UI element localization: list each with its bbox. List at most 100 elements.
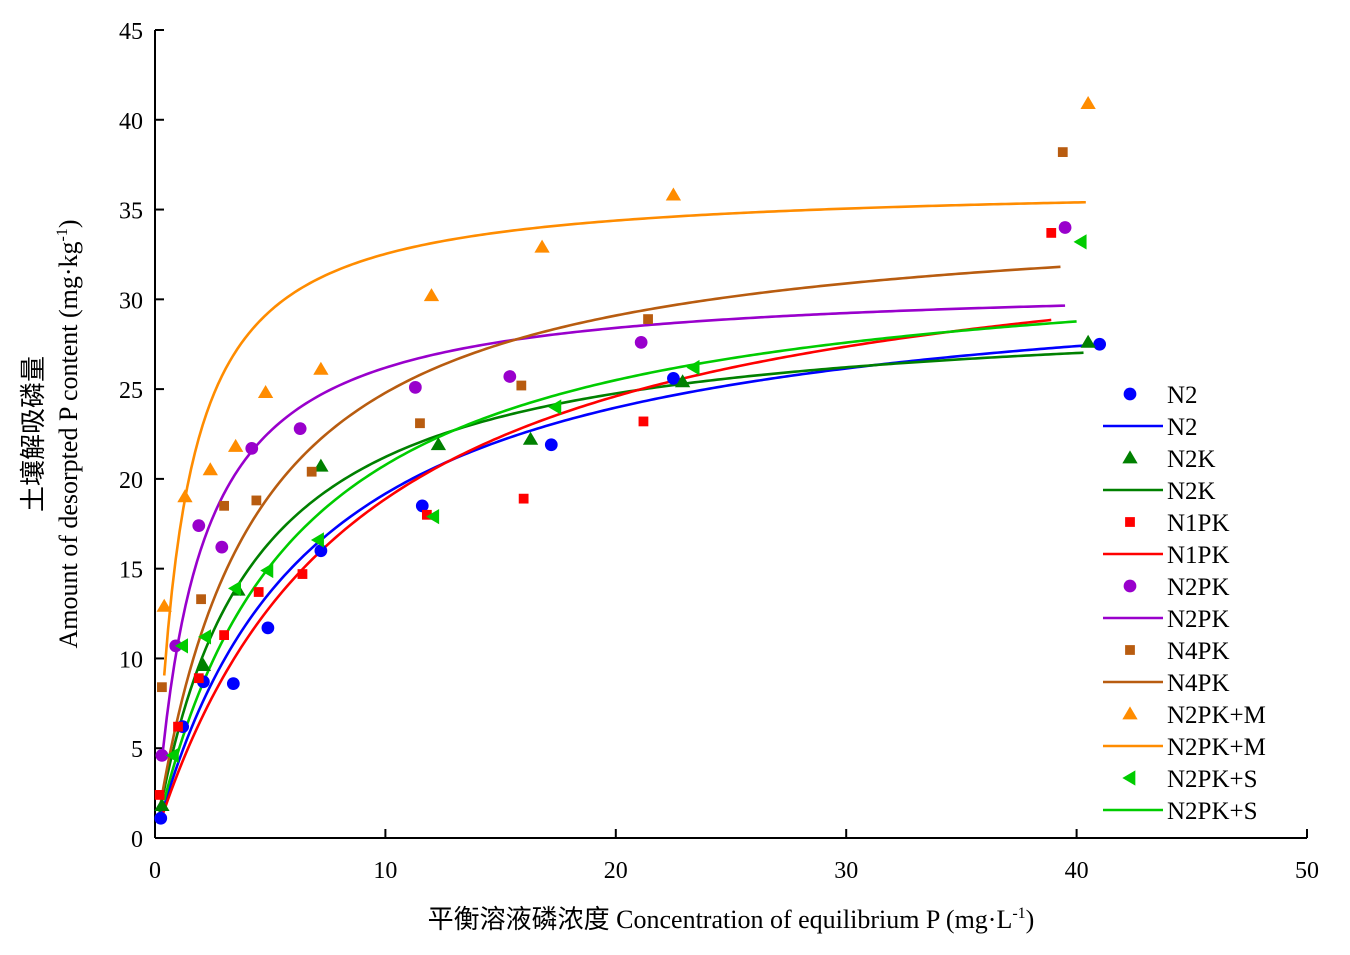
point-n2 <box>154 811 168 825</box>
point-n2k <box>522 431 539 445</box>
point-n1pk <box>421 509 432 520</box>
point-n4pk <box>219 500 230 511</box>
fit-line-n2k <box>158 351 1084 813</box>
legend-fit-label-n4pk: N4PK <box>1167 670 1230 697</box>
legend-marker-n1pk <box>1125 517 1135 527</box>
point-n2pk <box>293 422 307 435</box>
point-n1pk <box>219 630 230 640</box>
point-n2pk-s <box>260 562 274 579</box>
legend-marker-n2pk-m <box>1122 706 1138 720</box>
point-n4pk <box>415 418 425 429</box>
point-n1pk <box>193 673 204 684</box>
point-n2pk-m <box>534 239 550 253</box>
point-n2pk-m <box>202 462 218 476</box>
legend-marker-n2pk <box>1123 579 1137 593</box>
point-n4pk <box>196 594 206 605</box>
point-n2 <box>261 621 275 635</box>
y-tick-label: 40 <box>119 109 143 135</box>
point-n2pk-m <box>257 385 274 399</box>
legend-label-n4pk: N4PK <box>1167 638 1230 665</box>
legend-fit-label-n2pk-m: N2PK+M <box>1167 734 1266 761</box>
point-n4pk <box>1057 147 1068 157</box>
point-n2 <box>314 544 328 558</box>
y-axis-title-cn: 土壤解吸磷量 <box>19 356 48 512</box>
point-n1pk <box>638 416 649 427</box>
point-n1pk <box>253 587 264 597</box>
x-tick-label: 0 <box>149 858 161 884</box>
point-n2pk-m <box>227 438 244 452</box>
point-n2pk <box>634 336 648 349</box>
point-n2pk-m <box>156 598 172 612</box>
y-tick-label: 45 <box>119 19 143 45</box>
point-n2pk-s <box>310 532 324 548</box>
legend-fit-label-n1pk: N1PK <box>1167 542 1230 569</box>
point-n2pk-s <box>548 399 562 415</box>
x-axis-title: 平衡溶液磷浓度 Concentration of equilibrium P (… <box>428 905 1035 934</box>
legend: N2 N2 N2K N2K N1PK N1PK N2PK N2PK N4PK N4PK N2PK+M… <box>1103 382 1266 825</box>
legend-label-n2: N2 <box>1167 382 1198 409</box>
legend-label-n2k: N2K <box>1167 446 1216 473</box>
point-n4pk <box>251 495 262 506</box>
legend-fit-label-n2k: N2K <box>1167 478 1216 505</box>
point-n1pk <box>518 493 529 504</box>
point-n2pk-m <box>313 361 329 375</box>
legend-fit-label-n2pk: N2PK <box>1167 606 1230 633</box>
x-tick-label: 10 <box>373 858 397 884</box>
legend-marker-n2 <box>1123 387 1137 401</box>
legend-marker-n2k <box>1122 450 1138 464</box>
x-tick-label: 20 <box>604 858 628 884</box>
fit-line-n2pk <box>161 304 1066 750</box>
point-n2pk <box>503 370 517 383</box>
y-axis-title: Amount of desorpted P content (mg·kg-1) <box>54 219 83 648</box>
point-n4pk <box>643 314 653 324</box>
y-tick-label: 5 <box>131 737 143 763</box>
y-tick-label: 35 <box>119 199 143 225</box>
point-n2pk <box>408 380 422 394</box>
point-n2 <box>667 371 680 385</box>
point-n2pk-s <box>227 580 241 597</box>
point-n2k <box>430 437 447 451</box>
x-tick-label: 40 <box>1065 858 1089 884</box>
point-n2pk <box>215 540 229 554</box>
axes: 0 10 20 30 40 50 0 5 10 15 20 25 30 35 40 45 <box>119 19 1319 884</box>
axis-titles: 平衡溶液磷浓度 Concentration of equilibrium P (… <box>19 219 1034 934</box>
point-n4pk <box>516 380 527 391</box>
legend-fit-label-n2pk-s: N2PK+S <box>1167 798 1258 825</box>
point-n2pk <box>155 749 169 762</box>
legend-label-n2pk-m: N2PK+M <box>1167 702 1266 729</box>
point-n2pk-m <box>177 489 193 503</box>
y-tick-label: 15 <box>119 558 143 584</box>
point-n2pk <box>1058 221 1072 234</box>
point-n2k <box>195 657 212 671</box>
fit-line-n1pk <box>158 318 1052 825</box>
point-n2k <box>154 798 170 812</box>
point-n2pk <box>192 519 206 532</box>
point-n2pk-s <box>426 508 440 525</box>
point-n2 <box>1093 337 1107 351</box>
point-n2pk-m <box>423 288 440 302</box>
point-n2pk-s <box>686 359 700 376</box>
y-tick-label: 25 <box>119 378 143 404</box>
fit-curves <box>158 200 1096 825</box>
fit-line-n4pk <box>158 265 1061 810</box>
x-tick-label: 30 <box>834 858 858 884</box>
point-n2pk-m <box>1080 95 1096 109</box>
point-n1pk <box>154 790 165 800</box>
point-n1pk <box>1046 228 1057 238</box>
fit-line-n2pk-m <box>162 200 1086 676</box>
point-n2pk-s <box>174 638 189 654</box>
point-n2 <box>544 438 558 452</box>
point-n2k <box>313 458 329 472</box>
data-points <box>154 95 1107 825</box>
fit-line-n2 <box>158 343 1096 822</box>
point-n4pk <box>306 466 317 477</box>
legend-label-n2pk-s: N2PK+S <box>1167 766 1258 793</box>
fit-line-n2pk-s <box>162 320 1077 801</box>
point-n2 <box>226 677 240 690</box>
legend-label-n2pk: N2PK <box>1167 574 1230 601</box>
legend-marker-n2pk-s <box>1122 770 1136 786</box>
legend-marker-n4pk <box>1125 645 1135 655</box>
legend-label-n1pk: N1PK <box>1167 510 1230 537</box>
point-n2 <box>415 499 429 513</box>
